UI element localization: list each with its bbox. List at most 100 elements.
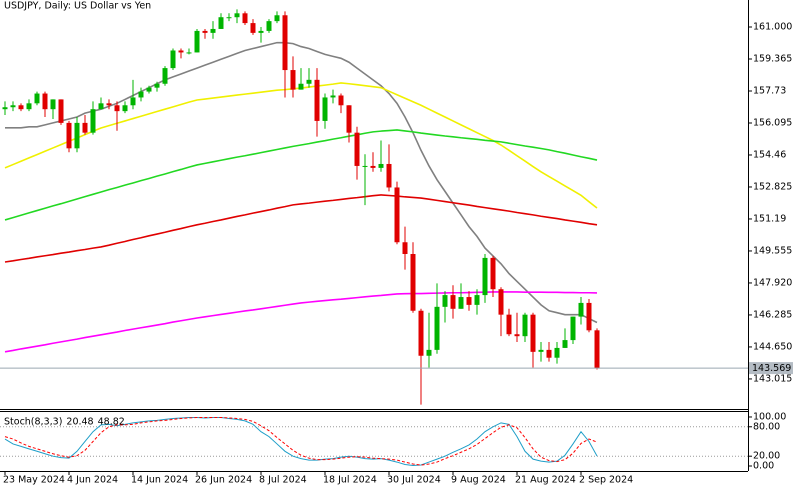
y-tick-label: 152.825 — [753, 181, 792, 192]
candle-body — [346, 105, 352, 133]
candle-body — [234, 13, 240, 18]
candle-body — [306, 79, 312, 84]
candle-body — [378, 163, 384, 168]
candle-body — [466, 297, 472, 305]
candle-body — [130, 97, 136, 106]
candle-body — [170, 50, 176, 69]
y-tick-label: 161.000 — [753, 22, 792, 33]
y-tick-label: 80.00 — [753, 421, 780, 432]
candle-body — [338, 95, 344, 106]
candle-body — [18, 105, 24, 110]
candle-body — [386, 163, 392, 188]
candle-body — [258, 30, 264, 33]
candle-body — [578, 302, 584, 317]
candle-body — [530, 314, 536, 352]
y-tick-label: 159.365 — [753, 53, 792, 64]
candle-body — [274, 15, 280, 22]
moving-average-line — [4, 129, 598, 221]
candle-body — [266, 21, 272, 31]
candle-body — [290, 70, 296, 90]
chart-title: USDJPY, Daily: US Dollar vs Yen — [4, 1, 151, 12]
candle-body — [370, 165, 376, 168]
candle-body — [562, 340, 568, 348]
candle-body — [570, 316, 576, 341]
candle-body — [162, 68, 168, 84]
candle-body — [538, 349, 544, 352]
moving-average-line — [5, 41, 598, 324]
x-tick-label: 14 Jun 2024 — [131, 475, 188, 485]
candle-body — [474, 295, 480, 305]
candle-body — [114, 105, 120, 112]
candle-body — [426, 349, 432, 356]
candle-body — [10, 105, 16, 108]
candle-body — [178, 50, 184, 53]
y-tick-label: 154.46 — [753, 149, 786, 160]
y-tick-label: 151.19 — [753, 213, 786, 224]
candle-body — [186, 52, 192, 54]
candle-body — [106, 103, 112, 106]
x-tick-label: 4 Jun 2024 — [67, 475, 118, 485]
indicator-value: 20.48 — [66, 417, 93, 428]
candle-body — [226, 17, 232, 19]
candle-body — [554, 347, 560, 358]
moving-average-line — [4, 194, 598, 263]
candle-body — [394, 187, 400, 243]
candle-body — [330, 95, 336, 98]
last-price-label: 143.569 — [752, 363, 791, 374]
candle-body — [314, 79, 320, 121]
candle-body — [26, 103, 32, 110]
candle-body — [322, 97, 328, 121]
y-tick-label: 0.00 — [753, 461, 774, 472]
y-tick-label: 144.650 — [753, 341, 792, 352]
candle-body — [490, 257, 496, 290]
x-tick-label: 23 May 2024 — [3, 475, 65, 485]
candle-body — [74, 122, 80, 149]
candle-body — [434, 306, 440, 350]
x-tick-label: 18 Jul 2024 — [323, 475, 377, 485]
candle-body — [122, 105, 128, 112]
candle-body — [194, 30, 200, 53]
indicator-title: Stoch(8,3,3) — [4, 417, 62, 428]
candle-body — [442, 295, 448, 307]
candle-body — [402, 242, 408, 254]
candle-body — [242, 13, 248, 24]
candle-body — [2, 107, 8, 110]
candle-body — [250, 23, 256, 33]
candle-body — [418, 310, 424, 356]
candle-body — [146, 87, 152, 92]
candle-body — [98, 103, 104, 110]
candle-body — [34, 93, 40, 104]
y-tick-label: 157.73 — [753, 85, 786, 96]
candle-body — [66, 122, 72, 149]
moving-average-line — [4, 291, 598, 353]
candle-body — [522, 314, 528, 337]
x-tick-label: 9 Aug 2024 — [451, 475, 506, 485]
y-tick-label: 146.285 — [753, 309, 792, 320]
x-tick-label: 8 Jul 2024 — [259, 475, 307, 485]
candle-body — [458, 297, 464, 309]
candle-body — [482, 257, 488, 296]
x-tick-label: 30 Jul 2024 — [387, 475, 441, 485]
x-tick-label: 26 Jun 2024 — [195, 475, 252, 485]
candle-body — [82, 122, 88, 133]
x-tick-label: 21 Aug 2024 — [515, 475, 576, 485]
y-tick-label: 147.920 — [753, 277, 792, 288]
y-tick-label: 143.015 — [753, 373, 792, 384]
candle-body — [202, 30, 208, 33]
candle-body — [210, 28, 216, 33]
candle-body — [450, 295, 456, 309]
candle-body — [410, 253, 416, 311]
candle-body — [282, 15, 288, 71]
indicator-value: 48.82 — [98, 417, 125, 428]
candle-body — [218, 17, 224, 29]
candle-body — [50, 99, 56, 110]
y-tick-label: 156.095 — [753, 117, 792, 128]
candle-body — [138, 91, 144, 98]
candle-body — [362, 165, 368, 167]
y-tick-label: 20.00 — [753, 451, 780, 462]
candle-body — [58, 99, 64, 123]
candle-body — [42, 93, 48, 110]
candle-body — [90, 109, 96, 133]
